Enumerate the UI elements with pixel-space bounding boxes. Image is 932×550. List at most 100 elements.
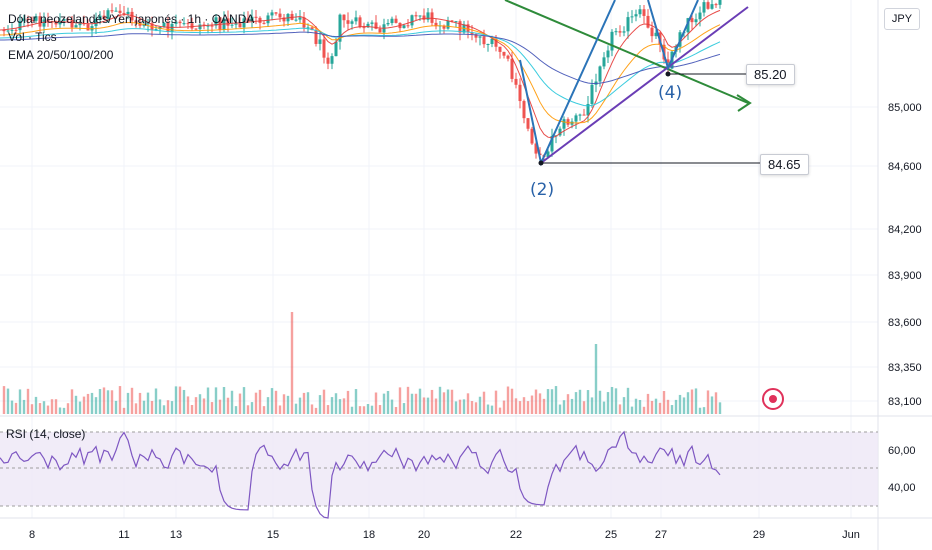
volume-bar xyxy=(414,393,418,414)
price-tick-label: 83,350 xyxy=(888,362,922,374)
volume-bar xyxy=(462,399,466,414)
candle-body xyxy=(482,36,486,45)
volume-bar xyxy=(22,399,26,414)
wedge-arrow-head xyxy=(736,94,752,112)
candle-body xyxy=(314,30,318,44)
volume-bar xyxy=(298,397,302,414)
volume-bar xyxy=(126,392,130,414)
volume-bar xyxy=(470,401,474,414)
symbol-title: Dólar neozelandés/Yen japonés · 1h · OAN… xyxy=(8,12,255,26)
volume-bar xyxy=(698,407,702,414)
candle-body xyxy=(598,66,602,82)
volume-bar xyxy=(82,396,86,414)
volume-bar xyxy=(274,390,278,414)
price-tick-label: 83,100 xyxy=(888,396,922,408)
volume-bar xyxy=(458,399,462,414)
candle-body xyxy=(334,41,338,57)
candle-body xyxy=(162,22,166,27)
volume-bar xyxy=(638,399,642,414)
volume-bar xyxy=(658,402,662,414)
candle-body xyxy=(6,30,10,32)
candle-body xyxy=(706,2,710,9)
candle-body xyxy=(178,21,182,24)
volume-bar xyxy=(674,399,678,414)
candle-body xyxy=(450,20,454,22)
candle-body xyxy=(718,0,722,5)
candle-body xyxy=(646,15,650,28)
volume-bar xyxy=(398,387,402,414)
volume-bar xyxy=(586,390,590,414)
candle-body xyxy=(366,23,370,28)
volume-bar xyxy=(446,389,450,414)
candle-body xyxy=(442,25,446,29)
candle-body xyxy=(346,20,350,24)
price-tick-label: 84,600 xyxy=(888,161,922,173)
volume-bar xyxy=(670,405,674,414)
ema-100-line xyxy=(0,27,721,107)
volume-bar xyxy=(366,404,370,414)
volume-bar xyxy=(290,312,294,414)
volume-bar xyxy=(554,386,558,414)
volume-bar xyxy=(138,392,142,414)
rsi-tick-label: 40,00 xyxy=(888,482,916,494)
volume-bar xyxy=(654,398,658,414)
alert-button[interactable] xyxy=(762,388,784,410)
volume-bar xyxy=(362,406,366,414)
ema-20-line xyxy=(0,9,721,139)
candle-body xyxy=(350,21,354,24)
candle-body xyxy=(174,21,178,24)
candle-body xyxy=(530,128,534,144)
candle-body xyxy=(138,23,142,26)
volume-bar xyxy=(666,399,670,414)
candle-body xyxy=(490,38,494,44)
volume-bar xyxy=(294,403,298,414)
volume-bar xyxy=(202,398,206,414)
candle-body xyxy=(322,39,326,58)
candle-body xyxy=(134,20,138,24)
candle-body xyxy=(546,151,550,158)
volume-bar xyxy=(358,406,362,414)
candle-body xyxy=(34,16,38,21)
volume-bar xyxy=(602,401,606,414)
candle-body xyxy=(78,23,82,26)
candle-body xyxy=(470,32,474,35)
volume-bar xyxy=(74,395,78,414)
candle-body xyxy=(86,24,90,31)
candle-body xyxy=(98,15,102,19)
volume-bar xyxy=(514,398,518,414)
volume-bar xyxy=(326,405,330,414)
candle-body xyxy=(154,29,158,31)
volume-bar xyxy=(154,388,158,414)
candle-body xyxy=(242,18,246,28)
candle-body xyxy=(686,18,690,33)
volume-bar xyxy=(422,397,426,414)
candle-body xyxy=(122,12,126,14)
volume-bar xyxy=(230,390,234,414)
candle-body xyxy=(590,84,594,104)
volume-bar xyxy=(346,390,350,414)
candle-body xyxy=(506,55,510,59)
candle-body xyxy=(26,18,30,20)
volume-bar xyxy=(70,389,74,414)
volume-bar xyxy=(118,386,122,414)
volume-bar xyxy=(226,397,230,414)
volume-bar xyxy=(546,389,550,414)
candle-body xyxy=(710,4,714,9)
volume-bar xyxy=(374,392,378,414)
volume-bar xyxy=(306,392,310,414)
candle-body xyxy=(94,18,98,27)
volume-bar xyxy=(278,405,282,414)
volume-bar xyxy=(198,394,202,414)
candle-body xyxy=(390,18,394,24)
volume-bar xyxy=(474,402,478,414)
time-tick-label: 18 xyxy=(363,529,375,541)
rsi-tick-label: 60,00 xyxy=(888,445,916,457)
volume-bar xyxy=(354,389,358,414)
volume-bar xyxy=(258,389,262,414)
candle-body xyxy=(266,15,270,24)
candle-body xyxy=(486,43,490,45)
volume-bar xyxy=(142,400,146,414)
volume-bar xyxy=(6,388,10,414)
currency-badge[interactable]: JPY xyxy=(884,8,920,30)
